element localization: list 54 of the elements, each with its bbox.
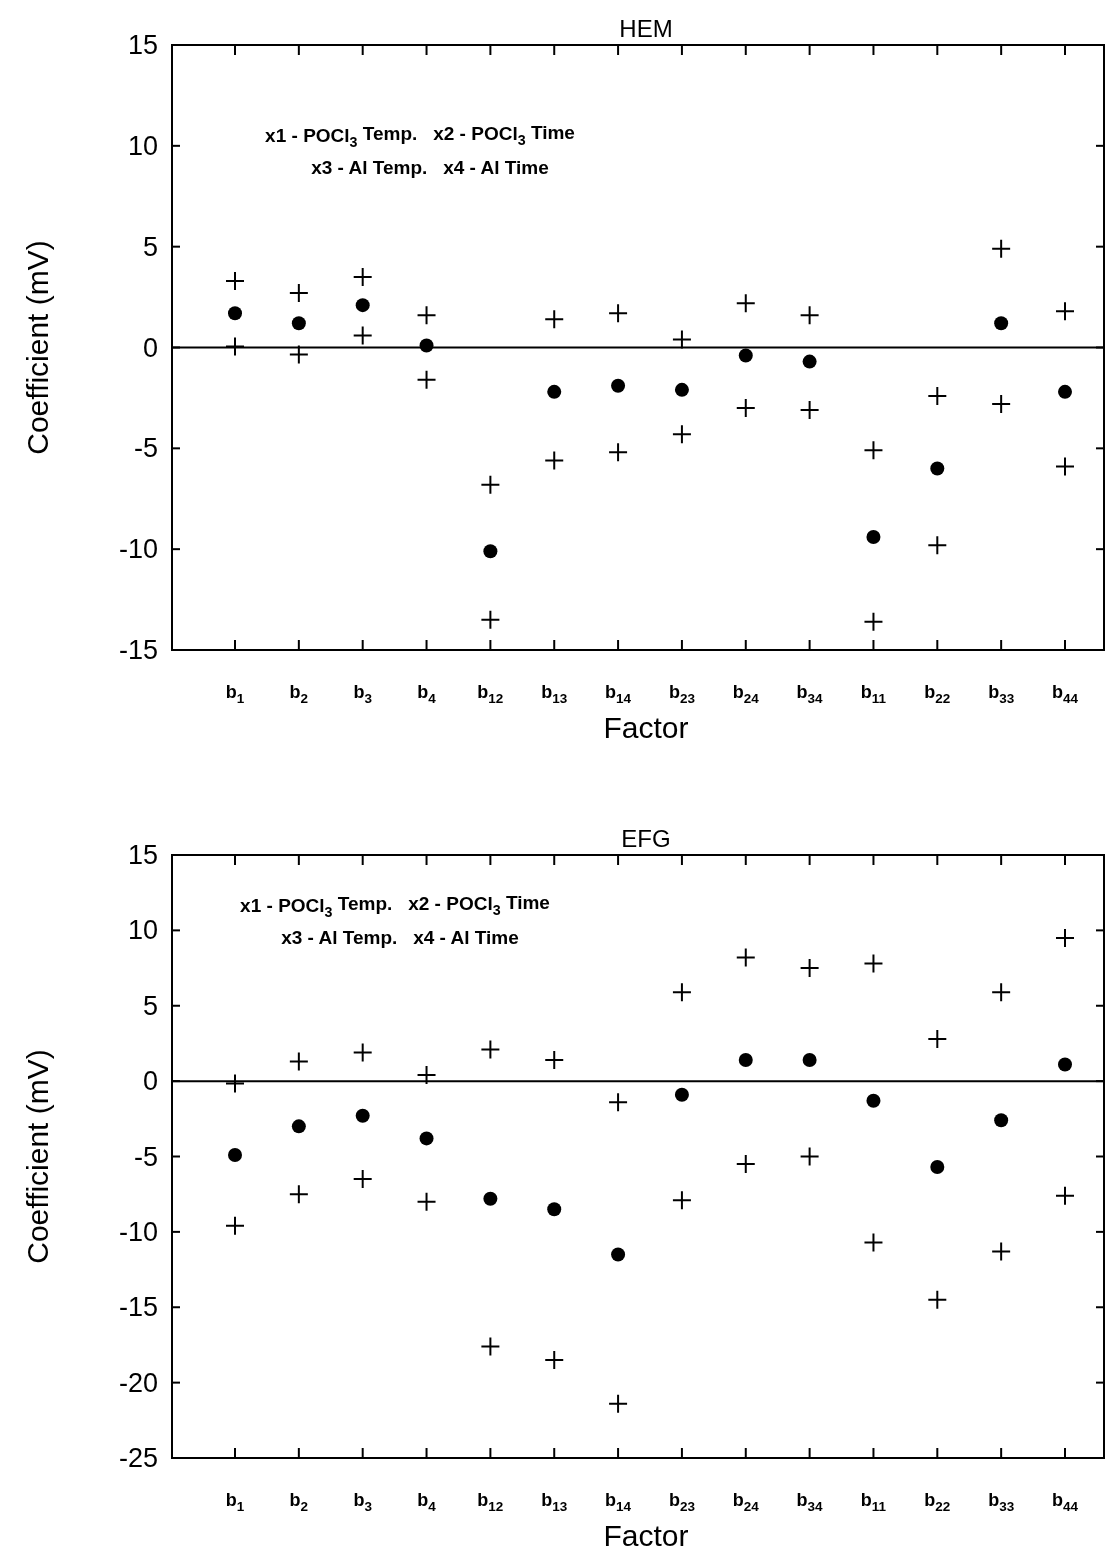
x-tick-label: b$_{22}$ <box>924 1490 951 1514</box>
x-tick-label: b$_{12}$ <box>477 1490 504 1514</box>
x-tick-label: b$_{24}$ <box>732 682 760 706</box>
chart-title: EFG <box>621 825 671 852</box>
annotation: x3 - Al Temp. x4 - Al Time <box>311 157 549 178</box>
x-tick-label: b$_{33}$ <box>988 1490 1015 1514</box>
y-tick-label: 15 <box>127 840 158 870</box>
annotation: x1 - POCl$_{3}$ Temp. x2 - POCl$_{3}$ Time <box>240 891 550 920</box>
y-tick-label: 0 <box>142 1066 158 1097</box>
y-tick-label: 0 <box>142 332 158 363</box>
x-tick-label: b$_{4}$ <box>417 1490 437 1514</box>
y-tick-label: 5 <box>142 231 158 262</box>
x-tick-label: b$_{1}$ <box>225 682 245 706</box>
y-axis-title: Coefficient (mV) <box>21 1049 54 1264</box>
x-tick-label: b$_{34}$ <box>796 1490 824 1514</box>
y-tick-label: -15 <box>118 635 158 665</box>
x-tick-label: b$_{23}$ <box>668 682 696 706</box>
x-tick-label: b$_{2}$ <box>289 1490 309 1514</box>
x-tick-label: b$_{24}$ <box>732 1490 760 1514</box>
annotation: x1 - POCl$_{3}$ Temp. x2 - POCl$_{3}$ Time <box>265 121 575 150</box>
x-tick-label: b$_{23}$ <box>668 1490 696 1514</box>
x-tick-label: b$_{11}$ <box>860 682 887 706</box>
x-axis-title: Factor <box>603 711 689 744</box>
y-tick-label: -10 <box>118 1216 158 1247</box>
x-tick-label: b$_{33}$ <box>988 682 1015 706</box>
x-tick-label: b$_{4}$ <box>417 682 437 706</box>
x-tick-label: b$_{11}$ <box>860 1490 887 1514</box>
x-tick-label: b$_{14}$ <box>605 682 632 706</box>
x-tick-label: b$_{34}$ <box>796 682 824 706</box>
x-tick-label: b$_{3}$ <box>353 1490 373 1514</box>
y-tick-label: -20 <box>118 1367 158 1398</box>
x-tick-label: b$_{14}$ <box>605 1490 632 1514</box>
y-tick-label: 10 <box>127 130 158 161</box>
x-tick-label: b$_{2}$ <box>289 682 309 706</box>
x-axis-title: Factor <box>603 1519 689 1552</box>
y-tick-label: -10 <box>118 534 158 565</box>
y-tick-label: -15 <box>118 1292 158 1323</box>
x-tick-label: b$_{3}$ <box>353 682 373 706</box>
y-tick-label: -5 <box>133 433 158 464</box>
y-tick-label: -25 <box>118 1443 158 1473</box>
x-tick-label: b$_{1}$ <box>225 1490 245 1514</box>
x-tick-label: b$_{13}$ <box>541 682 568 706</box>
x-tick-label: b$_{44}$ <box>1051 682 1079 706</box>
x-tick-label: b$_{13}$ <box>541 1490 568 1514</box>
x-tick-label: b$_{44}$ <box>1051 1490 1079 1514</box>
y-axis-title: Coefficient (mV) <box>21 240 54 455</box>
x-tick-label: b$_{12}$ <box>477 682 504 706</box>
y-tick-label: 5 <box>142 990 158 1021</box>
y-tick-label: 10 <box>127 915 158 946</box>
annotation: x3 - Al Temp. x4 - Al Time <box>281 927 519 948</box>
x-tick-label: b$_{22}$ <box>924 682 951 706</box>
y-tick-label: -5 <box>133 1141 158 1172</box>
chart-title: HEM <box>619 15 673 42</box>
y-tick-label: 15 <box>127 30 158 60</box>
